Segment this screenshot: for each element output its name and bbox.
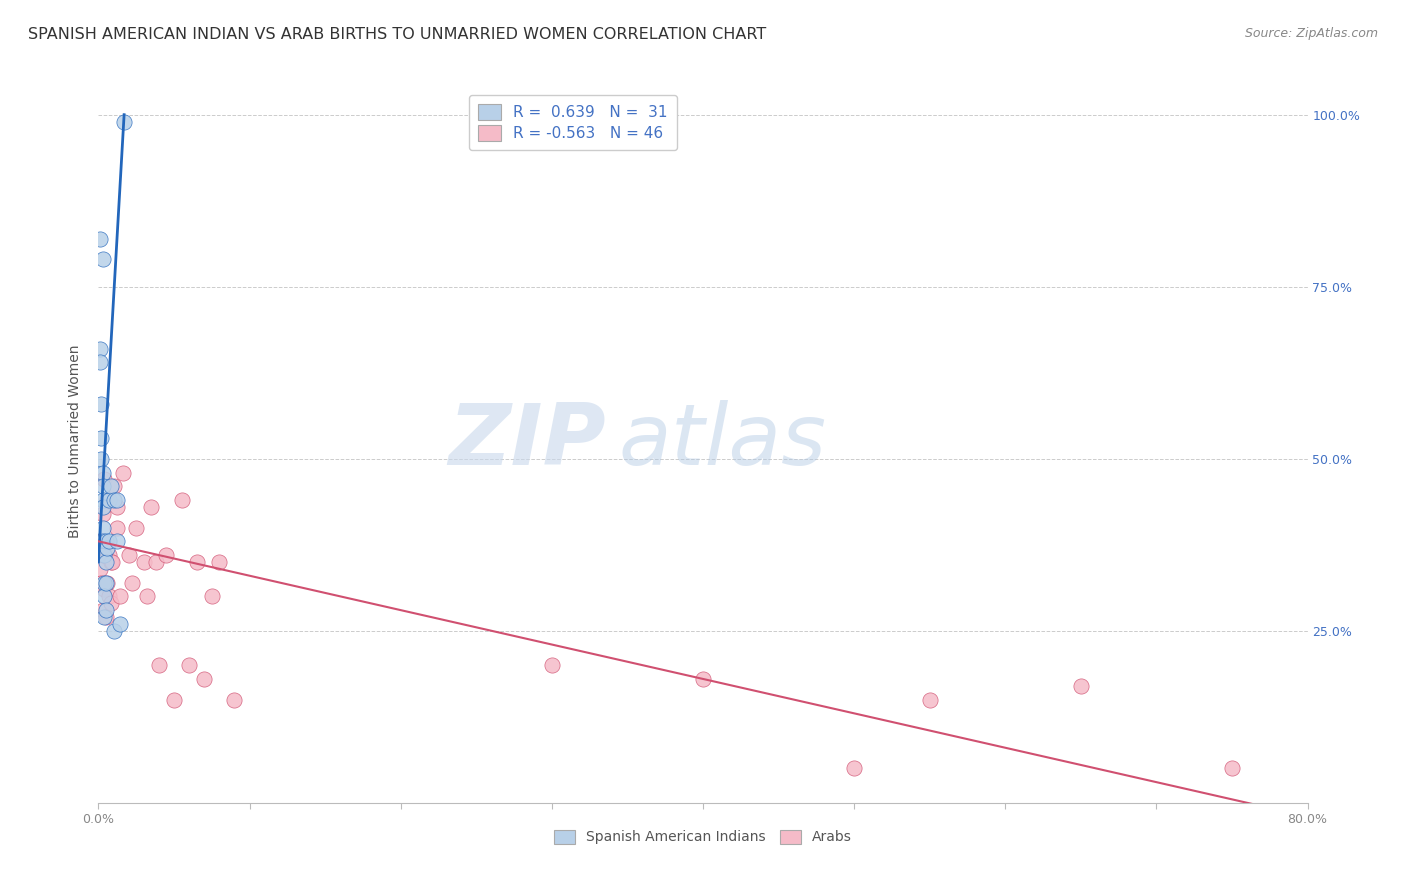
Point [108, 590, 131, 604]
Point [93, 548, 115, 562]
Point [93, 582, 115, 597]
Point [91, 493, 114, 508]
Point [91, 252, 114, 267]
Point [89, 231, 111, 245]
Point [96, 493, 118, 508]
Point [201, 590, 224, 604]
Point [105, 500, 128, 514]
Point [93, 590, 115, 604]
Point [918, 692, 941, 706]
Point [90, 431, 112, 445]
Point [105, 493, 128, 508]
Point [100, 479, 122, 493]
Point [93, 472, 115, 486]
Point [844, 761, 866, 775]
Point [692, 672, 714, 686]
Point [186, 555, 208, 569]
Text: atlas: atlas [619, 400, 827, 483]
Point [93, 610, 115, 624]
Point [91, 534, 114, 549]
Legend: Spanish American Indians, Arabs: Spanish American Indians, Arabs [548, 824, 858, 850]
Point [94, 548, 117, 562]
Point [155, 548, 177, 562]
Point [91, 548, 114, 562]
Point [103, 479, 125, 493]
Point [179, 658, 201, 673]
Point [193, 672, 215, 686]
Point [98, 548, 121, 562]
Point [98, 493, 121, 508]
Point [148, 658, 170, 673]
Point [94, 603, 117, 617]
Point [111, 466, 134, 480]
Point [90, 534, 112, 549]
Point [135, 590, 157, 604]
Point [100, 596, 122, 610]
Point [1070, 679, 1092, 693]
Point [98, 590, 121, 604]
Point [90, 575, 112, 590]
Point [108, 616, 131, 631]
Text: SPANISH AMERICAN INDIAN VS ARAB BIRTHS TO UNMARRIED WOMEN CORRELATION CHART: SPANISH AMERICAN INDIAN VS ARAB BIRTHS T… [28, 27, 766, 42]
Point [89, 541, 111, 556]
Point [94, 575, 117, 590]
Point [91, 507, 114, 521]
Point [1220, 761, 1243, 775]
Text: Source: ZipAtlas.com: Source: ZipAtlas.com [1244, 27, 1378, 40]
Point [91, 500, 114, 514]
Point [141, 500, 163, 514]
Y-axis label: Births to Unmarried Women: Births to Unmarried Women [69, 345, 83, 538]
Point [105, 534, 128, 549]
Point [91, 466, 114, 480]
Point [89, 562, 111, 576]
Point [121, 575, 143, 590]
Point [163, 692, 186, 706]
Point [90, 397, 112, 411]
Point [94, 610, 117, 624]
Point [145, 555, 167, 569]
Point [91, 520, 114, 534]
Point [89, 355, 111, 369]
Point [94, 555, 117, 569]
Point [103, 493, 125, 508]
Point [89, 342, 111, 356]
Point [93, 575, 115, 590]
Point [208, 555, 231, 569]
Point [103, 624, 125, 638]
Point [94, 534, 117, 549]
Point [100, 555, 122, 569]
Point [132, 555, 155, 569]
Point [105, 520, 128, 534]
Point [112, 114, 135, 128]
Point [96, 541, 118, 556]
Point [125, 520, 148, 534]
Point [98, 534, 121, 549]
Text: ZIP: ZIP [449, 400, 606, 483]
Point [540, 658, 562, 673]
Point [91, 603, 114, 617]
Point [224, 692, 246, 706]
Point [91, 479, 114, 493]
Point [90, 451, 112, 466]
Point [101, 555, 124, 569]
Point [118, 548, 141, 562]
Point [96, 575, 118, 590]
Point [170, 493, 193, 508]
